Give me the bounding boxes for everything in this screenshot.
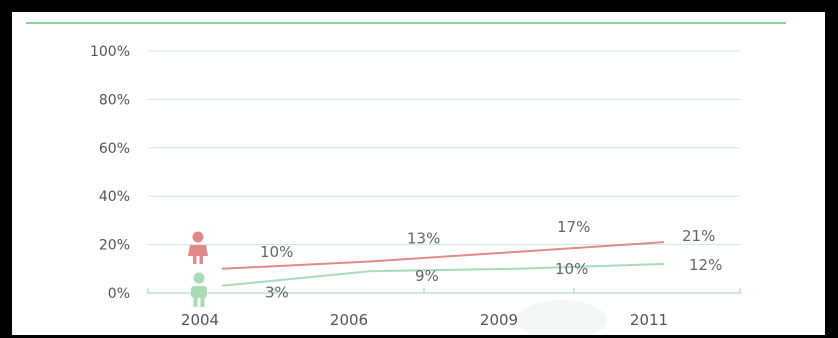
y-tick-label: 20% [99,238,130,254]
series-line-1 [221,241,665,270]
series-line-2 [221,262,665,287]
data-label: 13% [407,230,440,248]
y-tick-label: 0% [108,286,130,302]
chart-frame: 100% 80% 60% 40% 20% 0% 2004 2006 2009 2011 10% 13… [12,12,825,335]
data-label: 12% [689,256,722,274]
data-label: 10% [555,260,588,278]
line-chart: 100% 80% 60% 40% 20% 0% 2004 2006 2009 2011 10% 13… [90,44,741,329]
watermark [517,300,607,335]
y-tick-label: 40% [99,189,130,205]
male-figure-icon [191,272,207,307]
female-figure-icon [188,231,208,264]
x-tick-label: 2004 [181,311,219,329]
y-tick-label: 80% [99,92,130,108]
data-label: 3% [265,284,289,302]
top-rule [26,22,786,24]
x-tick-label: 2006 [330,311,368,329]
data-label: 9% [415,267,439,285]
y-tick-label: 100% [90,44,130,60]
data-label: 21% [682,227,715,245]
data-label: 17% [557,218,590,236]
y-tick-label: 60% [99,141,130,157]
x-tick-label: 2011 [630,311,668,329]
x-tick-label: 2009 [480,311,518,329]
data-label: 10% [260,243,293,261]
